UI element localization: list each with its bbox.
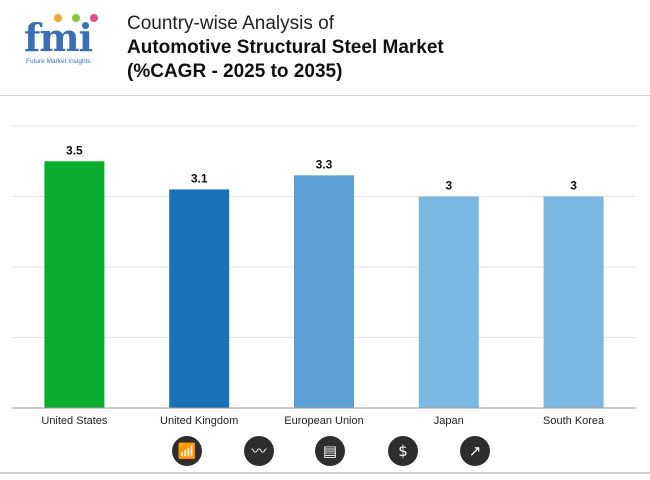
header: fmi Future Market Insights Country-wise …	[0, 0, 650, 95]
title-line-3: (%CAGR - 2025 to 2035)	[127, 61, 343, 82]
x-tick-label: United States	[41, 415, 108, 427]
data-label: 3	[570, 179, 577, 193]
logo-tagline: Future Market Insights	[26, 58, 91, 65]
bar-south-korea	[543, 196, 604, 408]
chart-title: Country-wise Analysis of Automotive Stru…	[127, 12, 444, 84]
bar-european-union	[294, 175, 354, 408]
data-label: 3	[445, 179, 452, 193]
x-tick-label: European Union	[284, 415, 364, 427]
header-divider	[0, 95, 650, 96]
logo-text: fmi	[24, 15, 93, 60]
footer-icon-row: 📶 〰 ▤ $ ↗	[0, 436, 650, 470]
footer-divider	[0, 472, 650, 474]
trend-chart-icon: ↗	[460, 436, 490, 466]
bar-chart: 3.5 United States 3.1 United Kingdom 3.3 Euro…	[12, 125, 636, 427]
title-line-2: Automotive Structural Steel Market	[127, 37, 444, 58]
data-label: 3.5	[66, 143, 83, 157]
bar-united-states	[44, 161, 105, 408]
x-tick-label: United Kingdom	[160, 415, 238, 427]
bar-growth-icon: 📶	[172, 436, 202, 466]
logo-dot-pink	[90, 14, 98, 22]
analysis-chart-icon: 〰	[244, 436, 274, 466]
bar-japan	[418, 196, 479, 408]
bar-united-kingdom	[169, 189, 230, 408]
x-tick-label: South Korea	[543, 415, 605, 427]
title-line-1: Country-wise Analysis of	[127, 13, 334, 34]
fmi-logo: fmi Future Market Insights	[22, 12, 122, 72]
data-label: 3.1	[191, 171, 208, 185]
x-tick-label: Japan	[434, 415, 464, 427]
dollar-icon: $	[388, 436, 418, 466]
data-label: 3.3	[316, 157, 333, 171]
logo-dot-green	[72, 14, 80, 22]
logo-dot-orange	[54, 14, 62, 22]
document-icon: ▤	[315, 436, 345, 466]
